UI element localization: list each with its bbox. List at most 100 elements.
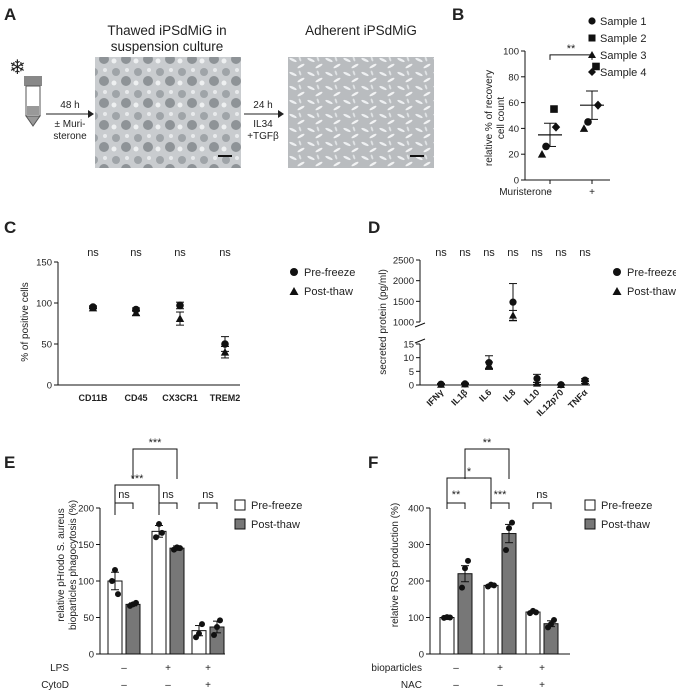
data-point (221, 340, 229, 348)
x-tick-label: IL12p70 (535, 387, 566, 418)
bar (151, 530, 167, 655)
data-point (133, 599, 139, 606)
legend-label: Post-thaw (251, 519, 300, 531)
data-point (459, 584, 465, 591)
legend-marker-circle (290, 268, 298, 276)
panel-c: C % of positive cells 0 50 100 150 CD11B ns CD… (4, 218, 355, 403)
y-tick-label: 1000 (393, 318, 414, 329)
significance-bracket (532, 502, 552, 509)
legend-label: Post-thaw (627, 286, 676, 298)
significance-label: ns (531, 247, 543, 259)
significance-label: ns (118, 489, 130, 501)
condition-sign: + (205, 680, 211, 691)
data-point (584, 118, 592, 126)
data-point (491, 582, 497, 589)
data-point (159, 529, 165, 536)
panel-f: F relative ROS production (%) 0 100 200 300… (368, 437, 652, 691)
y-tick-label: 10 (403, 353, 414, 364)
significance-bracket (114, 484, 160, 515)
y-tick-label: 2000 (393, 276, 414, 287)
bar (169, 547, 185, 655)
significance-label: ns (202, 489, 214, 501)
significance-label: ns (483, 247, 495, 259)
data-point (462, 565, 468, 572)
bar (125, 603, 141, 655)
legend-marker-circle (613, 268, 621, 276)
significance-label: *** (494, 489, 508, 501)
significance-label: ns (536, 489, 548, 501)
condition-sign: – (121, 663, 127, 674)
data-point (506, 525, 512, 532)
data-point (550, 105, 558, 113)
y-axis-label-line1: relative pHrodo S. aureus (56, 508, 67, 621)
legend-label: Post-thaw (304, 286, 353, 298)
significance-bracket (198, 502, 218, 509)
data-point (551, 617, 557, 624)
legend: Pre-freeze Post-thaw (289, 267, 355, 298)
legend-label: Sample 1 (600, 16, 646, 28)
suspension-culture-micrograph (95, 57, 241, 168)
legend-label: Post-thaw (601, 519, 650, 531)
data-point (115, 591, 121, 598)
data-point (533, 609, 539, 616)
data-point (551, 122, 561, 132)
data-point (199, 621, 205, 628)
y-tick-label: 2500 (393, 256, 414, 267)
condition-sign: + (205, 663, 211, 674)
legend-swatch-post-thaw (234, 518, 246, 530)
condition-label-lps: LPS (50, 663, 69, 674)
significance-label: ns (579, 247, 591, 259)
legend: Pre-freeze Post-thaw (584, 499, 652, 531)
x-axis-label: Muristerone (499, 187, 552, 198)
legend-label: Pre-freeze (601, 500, 652, 512)
significance-label: ns (507, 247, 519, 259)
y-axis-label: relative ROS production (%) (390, 503, 401, 628)
x-tick-label: IL6 (477, 387, 493, 403)
bar (483, 584, 499, 655)
data-point (88, 303, 98, 312)
y-tick-label: 15 (403, 340, 414, 351)
significance-label: ns (219, 247, 231, 259)
significance-label: ** (567, 43, 576, 55)
data-point (176, 301, 184, 310)
legend-label: Pre-freeze (627, 267, 676, 279)
y-axis-label-line1: relative % of recovery (484, 70, 495, 166)
cryovial-icon (24, 76, 42, 127)
significance-label: ns (162, 489, 174, 501)
y-tick-label: 50 (41, 340, 52, 351)
y-tick-label: 0 (514, 176, 519, 187)
data-point (503, 546, 509, 553)
adherent-culture-micrograph (288, 57, 434, 168)
y-tick-label: 200 (408, 577, 424, 588)
panel-letter-c: C (4, 218, 16, 237)
data-point (465, 557, 471, 564)
data-point (579, 124, 589, 132)
arrow-right-icon (244, 110, 284, 118)
y-tick-label: 100 (503, 47, 519, 58)
y-axis-label: % of positive cells (20, 282, 31, 361)
data-point (533, 374, 541, 383)
data-point (156, 521, 162, 528)
y-tick-label: 150 (36, 258, 52, 269)
data-point (211, 632, 217, 639)
significance-label: ns (555, 247, 567, 259)
data-point (153, 534, 159, 541)
y-tick-label: 100 (36, 299, 52, 310)
y-tick-label: 200 (78, 504, 94, 515)
significance-bracket (446, 502, 466, 509)
panel-letter-f: F (368, 453, 378, 472)
condition-sign: – (497, 680, 503, 691)
legend: Pre-freeze Post-thaw (612, 267, 676, 298)
panel-letter-b: B (452, 5, 464, 24)
panel-b: B relative % of recovery cell count Muri… (452, 5, 646, 198)
data-point (509, 311, 517, 319)
significance-bracket (114, 502, 134, 509)
legend-marker-diamond (588, 68, 596, 76)
data-point (217, 617, 223, 624)
step1-treatment-line2: sterone (53, 131, 87, 142)
legend-swatch-pre-freeze (234, 499, 246, 511)
significance-label: *** (149, 437, 163, 449)
y-tick-label: 100 (78, 577, 94, 588)
panel-e: E relative pHrodo S. aureus bioparticles… (4, 437, 302, 691)
